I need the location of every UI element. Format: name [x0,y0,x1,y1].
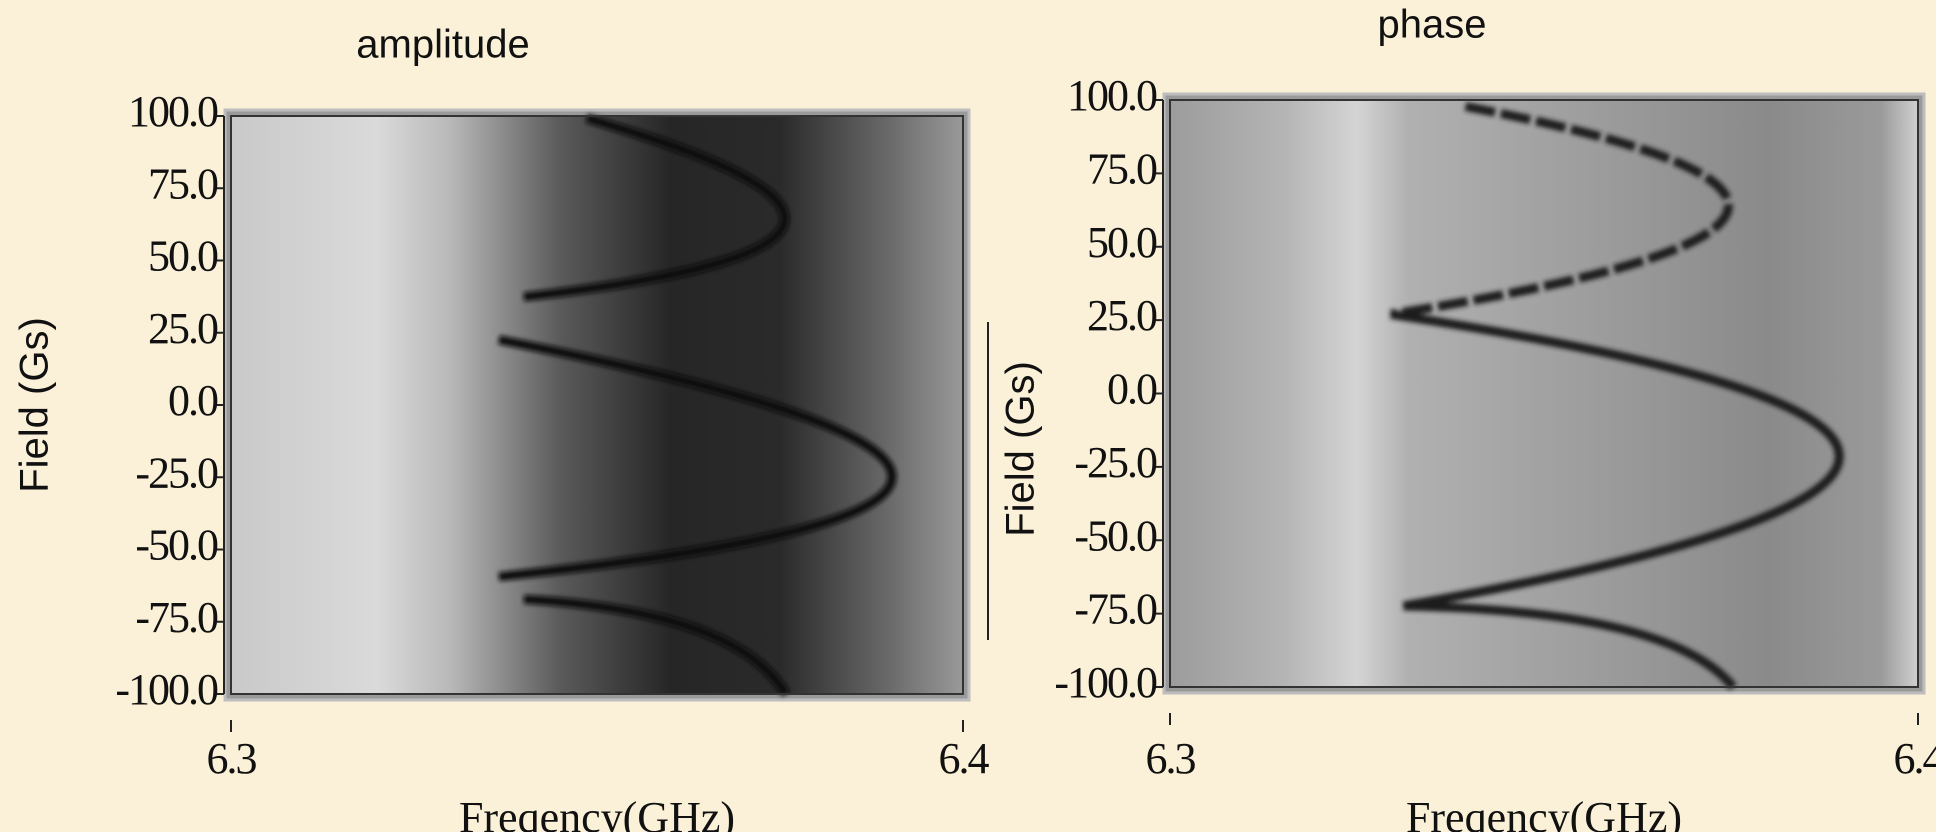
y-tick-label: 100.0 [1067,71,1157,120]
heatmap-image [231,116,963,694]
x-tick-label: 6.4 [1894,734,1936,783]
ridge [523,113,790,302]
y-axis-label: Field (Gs) [13,317,57,493]
ridge [1389,102,1733,319]
ridge [1390,309,1844,611]
y-tick-label: -75.0 [135,593,218,642]
y-tick-label: 75.0 [148,159,218,208]
y-tick-label: -25.0 [135,448,218,497]
ridges [498,113,897,697]
y-tick-label: 50.0 [148,232,218,281]
x-tick-label: 6.4 [939,734,990,783]
ridge [1403,601,1737,690]
x-tick-label: 6.3 [1146,734,1196,783]
y-tick-label: -50.0 [1074,511,1157,560]
ridge [523,594,790,697]
y-axis-label: Field (Gs) [999,361,1043,537]
heatmap-image [1170,100,1918,687]
x-tick-label: 6.3 [207,734,257,783]
y-tick-label: 25.0 [148,304,218,353]
chart-title: phase [1378,3,1487,47]
y-tick-label: -100.0 [115,665,218,714]
y-tick-label: 0.0 [1107,365,1157,414]
y-tick-label: -25.0 [1074,438,1157,487]
y-tick-label: 25.0 [1087,291,1157,340]
ridge [498,335,897,582]
chart-title: amplitude [356,23,529,67]
x-axis-label: Freqency(GHz) [1406,793,1682,832]
clip-edge [230,115,964,695]
y-tick-label: 75.0 [1087,144,1157,193]
y-tick-label: -75.0 [1074,585,1157,634]
y-tick-label: -100.0 [1054,658,1157,707]
x-axis-label: Freqency(GHz) [459,793,735,832]
ridges [1389,102,1844,690]
y-tick-label: -50.0 [135,521,218,570]
y-tick-label: 0.0 [168,376,218,425]
clip-edge [1169,99,1919,688]
y-tick-label: 50.0 [1087,218,1157,267]
y-tick-label: 100.0 [128,87,218,136]
